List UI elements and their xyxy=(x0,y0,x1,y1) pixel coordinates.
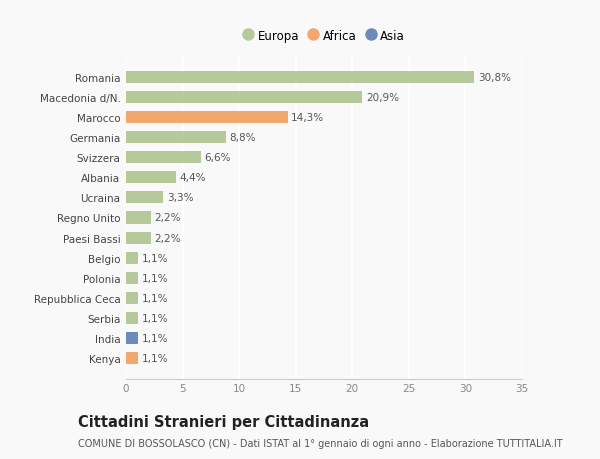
Bar xyxy=(126,72,475,84)
Bar xyxy=(126,152,200,164)
Bar xyxy=(126,292,139,304)
Text: 14,3%: 14,3% xyxy=(291,113,325,123)
Text: 8,8%: 8,8% xyxy=(229,133,256,143)
Bar xyxy=(126,332,139,344)
Bar xyxy=(126,232,151,244)
Bar xyxy=(126,172,176,184)
Text: 30,8%: 30,8% xyxy=(478,73,511,83)
Bar xyxy=(126,252,139,264)
Text: 3,3%: 3,3% xyxy=(167,193,193,203)
Bar xyxy=(126,212,151,224)
Text: 1,1%: 1,1% xyxy=(142,273,169,283)
Text: Cittadini Stranieri per Cittadinanza: Cittadini Stranieri per Cittadinanza xyxy=(78,414,369,429)
Text: 1,1%: 1,1% xyxy=(142,293,169,303)
Legend: Europa, Africa, Asia: Europa, Africa, Asia xyxy=(240,26,408,46)
Bar xyxy=(126,192,163,204)
Text: 2,2%: 2,2% xyxy=(154,233,181,243)
Bar xyxy=(126,352,139,364)
Text: 1,1%: 1,1% xyxy=(142,313,169,323)
Bar xyxy=(126,272,139,284)
Text: 1,1%: 1,1% xyxy=(142,253,169,263)
Text: 6,6%: 6,6% xyxy=(204,153,230,163)
Bar xyxy=(126,92,362,104)
Bar xyxy=(126,112,288,124)
Text: 4,4%: 4,4% xyxy=(179,173,206,183)
Bar xyxy=(126,312,139,324)
Bar xyxy=(126,132,226,144)
Text: 1,1%: 1,1% xyxy=(142,353,169,363)
Text: 1,1%: 1,1% xyxy=(142,333,169,343)
Text: 2,2%: 2,2% xyxy=(154,213,181,223)
Text: 20,9%: 20,9% xyxy=(366,93,399,103)
Text: COMUNE DI BOSSOLASCO (CN) - Dati ISTAT al 1° gennaio di ogni anno - Elaborazione: COMUNE DI BOSSOLASCO (CN) - Dati ISTAT a… xyxy=(78,438,563,448)
